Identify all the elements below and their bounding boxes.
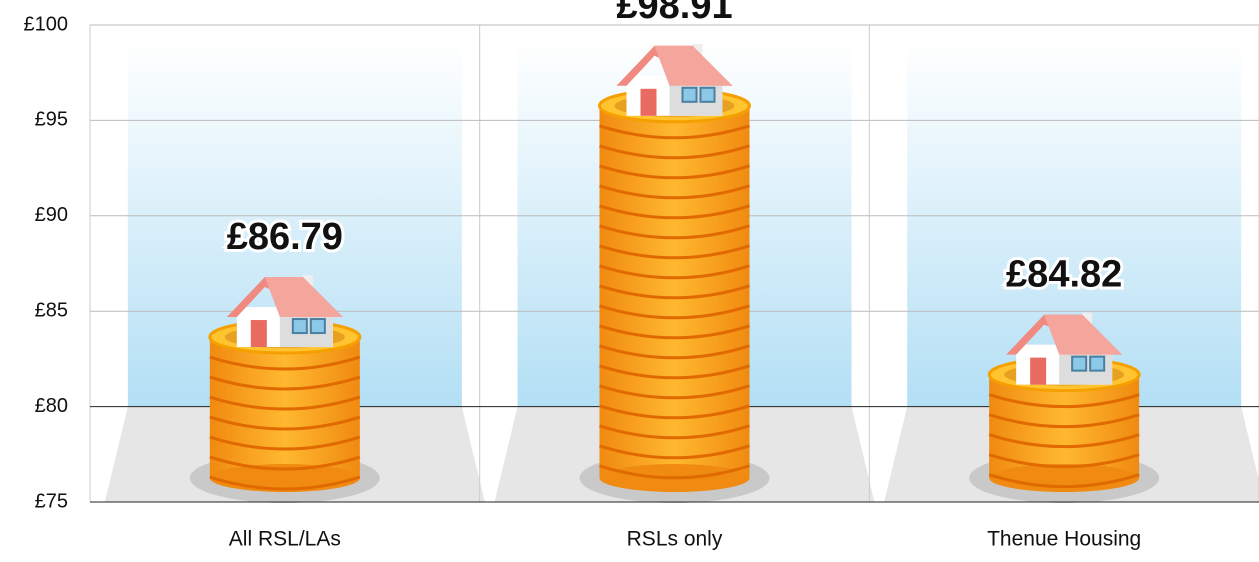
- door: [641, 89, 657, 116]
- y-tick-label: £75: [35, 490, 68, 512]
- window: [683, 88, 697, 102]
- door: [1030, 358, 1046, 385]
- window: [311, 319, 325, 333]
- window: [1090, 357, 1104, 371]
- y-tick-label: £100: [24, 13, 69, 35]
- y-tick-label: £90: [35, 204, 68, 226]
- value-label: £86.79: [227, 216, 343, 258]
- value-label: £98.91: [616, 0, 732, 27]
- window: [701, 88, 715, 102]
- value-label: £84.82: [1006, 254, 1122, 296]
- x-tick-label: RSLs only: [627, 528, 723, 551]
- door: [251, 320, 267, 347]
- y-tick-label: £85: [35, 299, 68, 321]
- bar: [210, 337, 360, 478]
- x-tick-label: All RSL/LAs: [229, 528, 341, 551]
- y-tick-label: £95: [35, 109, 68, 131]
- window: [1072, 357, 1086, 371]
- window: [293, 319, 307, 333]
- x-tick-label: Thenue Housing: [987, 528, 1141, 551]
- chart: £75 £80 £85 £90 £95 £100 All RSL/LAs £86.79 RSL…: [0, 0, 1259, 557]
- y-tick-label: £80: [35, 395, 68, 417]
